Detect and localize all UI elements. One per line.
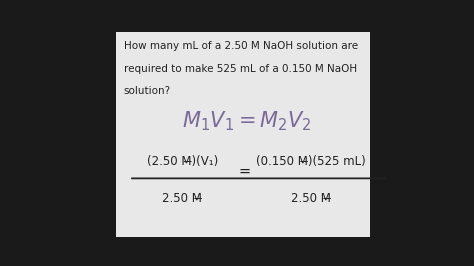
Text: required to make 525 mL of a 0.150 M NaOH: required to make 525 mL of a 0.150 M NaO… <box>124 64 356 74</box>
Text: $M_1V_1 = M_2V_2$: $M_1V_1 = M_2V_2$ <box>182 109 311 133</box>
Bar <box>116 32 370 237</box>
Text: 2.50 M̶: 2.50 M̶ <box>291 192 331 205</box>
Text: (2.50 M̶)(V₁): (2.50 M̶)(V₁) <box>146 156 218 168</box>
Text: solution?: solution? <box>124 86 171 96</box>
Text: =: = <box>239 164 251 179</box>
Text: How many mL of a 2.50 M NaOH solution are: How many mL of a 2.50 M NaOH solution ar… <box>124 41 358 51</box>
Text: 2.50 M̶: 2.50 M̶ <box>163 192 202 205</box>
Text: (0.150 M̶)(525 mL): (0.150 M̶)(525 mL) <box>256 156 366 168</box>
